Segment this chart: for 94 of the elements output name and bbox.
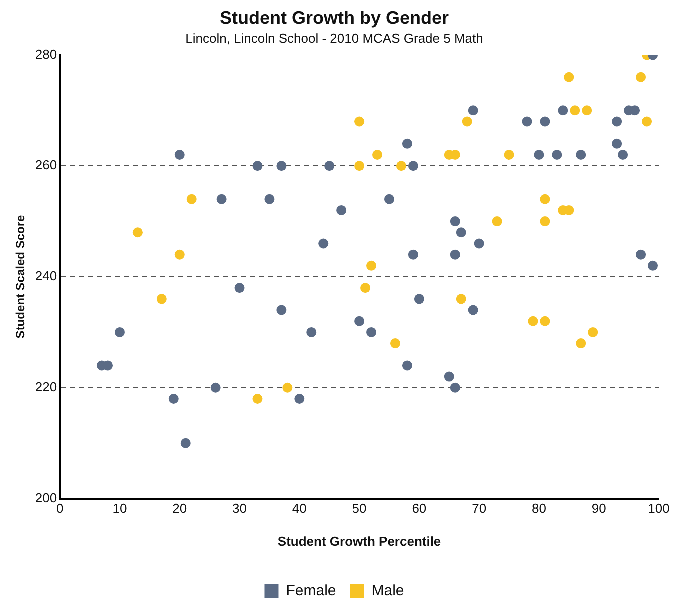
chart-title: Student Growth by Gender xyxy=(220,8,450,28)
point xyxy=(366,327,377,338)
legend-label: Female xyxy=(286,582,336,600)
point xyxy=(168,394,179,404)
point xyxy=(444,372,454,382)
point xyxy=(156,294,167,304)
point xyxy=(402,138,412,149)
point xyxy=(462,116,472,127)
x-tick-label: 20 xyxy=(172,501,188,516)
point xyxy=(648,260,658,271)
point xyxy=(636,72,646,82)
point xyxy=(396,161,406,172)
point xyxy=(612,138,622,149)
point xyxy=(450,382,460,393)
x-tick-label: 0 xyxy=(56,501,64,516)
point xyxy=(294,394,305,404)
point xyxy=(636,250,646,260)
point xyxy=(354,116,365,127)
point xyxy=(132,228,143,238)
point xyxy=(402,360,412,371)
point xyxy=(216,194,227,204)
point xyxy=(174,150,185,160)
point xyxy=(468,106,478,116)
point xyxy=(276,161,287,172)
point xyxy=(540,116,550,127)
point xyxy=(570,106,580,116)
point xyxy=(252,394,263,404)
point xyxy=(474,238,484,249)
point xyxy=(618,150,628,160)
point xyxy=(372,150,383,160)
x-tick-label: 60 xyxy=(412,501,427,516)
point xyxy=(210,382,221,393)
y-axis-title: Student Scaled Score xyxy=(14,214,28,339)
point xyxy=(588,327,598,338)
point xyxy=(552,150,562,160)
x-tick-label: 30 xyxy=(232,501,247,516)
point xyxy=(504,150,514,160)
point xyxy=(408,161,418,172)
x-axis-title: Student Growth Percentile xyxy=(278,534,442,549)
point xyxy=(318,238,329,249)
x-tick-label: 50 xyxy=(352,501,367,516)
point xyxy=(324,161,335,172)
point xyxy=(276,305,287,316)
point xyxy=(582,106,592,116)
point xyxy=(456,294,466,304)
point xyxy=(558,106,568,116)
point xyxy=(540,216,550,227)
point xyxy=(354,161,365,172)
point xyxy=(414,294,424,304)
point xyxy=(384,194,394,204)
x-tick-label: 70 xyxy=(472,501,487,516)
point xyxy=(282,382,293,393)
point xyxy=(336,205,347,216)
point xyxy=(534,150,544,160)
point xyxy=(540,316,550,326)
point xyxy=(642,116,652,127)
point xyxy=(576,150,586,160)
point xyxy=(450,216,460,227)
point xyxy=(522,116,532,127)
point xyxy=(103,360,114,371)
chart-subtitle: Lincoln, Lincoln School - 2010 MCAS Grade 5 Math xyxy=(186,30,484,46)
x-tick-label: 10 xyxy=(112,501,128,516)
x-tick-label: 90 xyxy=(592,501,606,516)
y-tick-label: 200 xyxy=(35,490,58,506)
point xyxy=(180,438,191,448)
point xyxy=(528,316,538,326)
x-tick-label: 40 xyxy=(292,501,307,516)
y-tick-label: 240 xyxy=(35,268,58,284)
point xyxy=(540,194,550,204)
legend-label: Male xyxy=(372,582,404,600)
point xyxy=(186,194,197,204)
point xyxy=(174,250,185,260)
y-tick-label: 220 xyxy=(35,379,58,394)
point xyxy=(354,316,365,326)
x-tick-label: 100 xyxy=(648,501,670,516)
point xyxy=(252,161,263,172)
point xyxy=(450,250,460,260)
y-tick-label: 280 xyxy=(35,46,58,62)
point xyxy=(234,283,245,294)
point xyxy=(468,305,478,316)
point xyxy=(492,216,502,227)
y-tick-label: 260 xyxy=(35,158,58,173)
point xyxy=(408,250,418,260)
point xyxy=(564,72,574,82)
point xyxy=(576,338,586,349)
point xyxy=(366,260,377,271)
x-tick-label: 80 xyxy=(532,501,546,516)
point xyxy=(306,327,317,338)
point xyxy=(264,194,275,204)
point xyxy=(390,338,400,349)
point xyxy=(456,228,466,238)
point xyxy=(360,283,371,294)
point xyxy=(612,116,622,127)
point xyxy=(114,327,125,338)
